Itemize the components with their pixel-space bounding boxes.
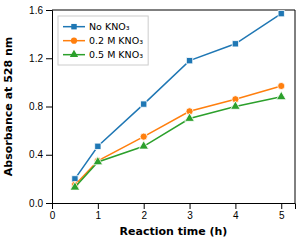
series: [72, 10, 285, 182]
point: [139, 141, 149, 149]
tick-mark: [46, 155, 52, 156]
point: [186, 58, 192, 64]
tick: 0.0: [29, 198, 52, 209]
x-axis: 0 1 2 3 4 5: [50, 203, 296, 221]
legend-symbol: [71, 24, 76, 29]
axis-line: [53, 204, 296, 210]
tick-mark: [235, 203, 236, 209]
legend-label: 0.5 M KNO₃: [89, 49, 143, 60]
tick: 3: [187, 203, 193, 221]
legend-box: [58, 16, 148, 65]
point: [278, 82, 285, 89]
tick: 5: [279, 203, 285, 221]
legend-symbol: [71, 38, 77, 44]
series: [70, 91, 286, 190]
tick-label: 4: [233, 210, 239, 221]
y-axis-title: Absorbance at 528 nm: [2, 37, 15, 176]
tick-label: 3: [187, 210, 193, 221]
tick: 4: [233, 203, 239, 221]
tick-label: 0: [50, 210, 56, 221]
point: [70, 182, 80, 190]
legend-label: No KNO₃: [89, 21, 130, 32]
point: [276, 91, 286, 99]
tick-mark: [98, 203, 99, 209]
tick-mark: [144, 203, 145, 209]
x-axis-title: Reaction time (h): [120, 225, 228, 238]
point: [95, 143, 101, 149]
plot: 0 1 2 3 4 5 0.0 0.4 0.8 1.2 1.6 No KNO₃ 0.2 M KNO₃ 0.…: [29, 5, 295, 221]
legend-item: 0.2 M KNO₃: [63, 35, 143, 46]
legend: No KNO₃ 0.2 M KNO₃ 0.5 M KNO₃: [58, 16, 148, 65]
marks: [70, 10, 286, 190]
series: [71, 82, 284, 188]
point: [232, 41, 238, 47]
tick-mark: [190, 203, 191, 209]
tick: 0.8: [29, 101, 52, 112]
tick-mark: [46, 203, 52, 204]
point: [231, 101, 241, 109]
point: [141, 101, 147, 107]
legend-item: No KNO₃: [63, 21, 130, 32]
tick: 0: [50, 203, 56, 221]
tick-mark: [46, 10, 52, 11]
point: [93, 156, 103, 164]
tick: 0.4: [29, 149, 52, 160]
tick-label: 0.8: [29, 101, 43, 112]
tick-label: 0.0: [29, 198, 43, 209]
legend-label: 0.2 M KNO₃: [89, 35, 143, 46]
point: [185, 113, 195, 121]
series-line: [75, 14, 281, 179]
tick-mark: [281, 203, 282, 209]
tick: 1: [96, 203, 102, 221]
y-axis: 0.0 0.4 0.8 1.2 1.6: [29, 5, 52, 209]
tick-label: 1.6: [29, 5, 43, 16]
tick: 1.2: [29, 53, 52, 64]
tick: 2: [141, 203, 147, 221]
tick-mark: [46, 58, 52, 59]
legend-symbol: [70, 50, 78, 57]
point: [140, 133, 147, 140]
frame: [52, 10, 295, 11]
legend-item: 0.5 M KNO₃: [63, 49, 143, 60]
series-line: [75, 86, 281, 185]
tick-label: 5: [279, 210, 285, 221]
tick-mark: [46, 107, 52, 108]
tick-label: 1: [96, 210, 102, 221]
axis-line: [46, 11, 53, 204]
point: [278, 10, 284, 16]
tick: 1.6: [29, 5, 52, 16]
tick-label: 0.4: [29, 149, 43, 160]
series-line: [75, 97, 281, 187]
tick-label: 2: [141, 210, 147, 221]
frame: [295, 10, 296, 203]
tick-label: 1.2: [29, 53, 43, 64]
chart: 0 1 2 3 4 5 0.0 0.4 0.8 1.2 1.6 No KNO₃ 0.2 M KNO₃ 0.…: [0, 0, 307, 241]
